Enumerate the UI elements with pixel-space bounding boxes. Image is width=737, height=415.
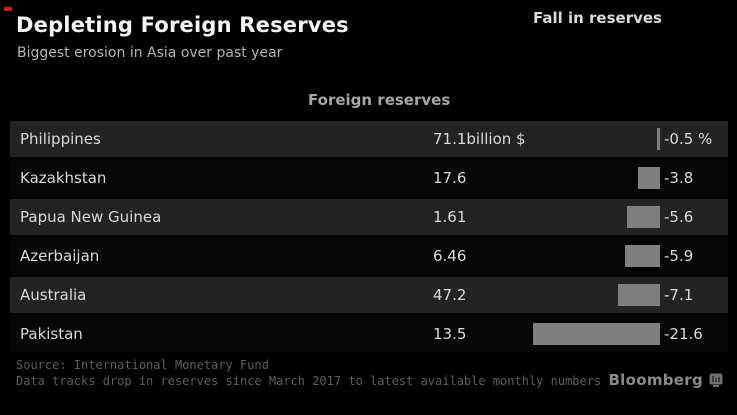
data-note: Data tracks drop in reserves since March… (16, 374, 602, 388)
chart-subtitle: Biggest erosion in Asia over past year (17, 45, 283, 61)
country-label: Papua New Guinea (20, 208, 162, 226)
fall-bar (638, 167, 660, 189)
table-row: Azerbaijan 6.46 -5.9 (10, 238, 728, 274)
fall-bar (625, 245, 660, 267)
table-row: Kazakhstan 17.6 -3.8 (10, 160, 728, 196)
table-body: Philippines 71.1billion $ -0.5 % Kazakhs… (10, 121, 728, 355)
fall-bar (533, 323, 660, 345)
fall-bar (618, 284, 660, 306)
fall-value: -5.9 (664, 247, 694, 265)
table-row: Australia 47.2 -7.1 (10, 277, 728, 313)
bloomberg-wordmark: Bloomberg (608, 371, 703, 389)
source-note: Source: International Monetary Fund (16, 358, 269, 372)
reserve-value: 71.1billion $ (433, 130, 526, 148)
reserve-value: 17.6 (433, 169, 467, 187)
bloomberg-terminal-icon (709, 373, 723, 387)
column-header-fall-in-reserves: Fall in reserves (533, 9, 662, 27)
reserve-value: 1.61 (433, 208, 467, 226)
fall-value: -5.6 (664, 208, 694, 226)
accent-red-dash (4, 7, 12, 11)
fall-value: -3.8 (664, 169, 694, 187)
reserve-value: 6.46 (433, 247, 467, 265)
table-row: Papua New Guinea 1.61 -5.6 (10, 199, 728, 235)
table-row: Philippines 71.1billion $ -0.5 % (10, 121, 728, 157)
fall-value: -21.6 (664, 325, 703, 343)
country-label: Australia (20, 286, 87, 304)
fall-bar (627, 206, 660, 228)
column-header-foreign-reserves: Foreign reserves (308, 91, 451, 109)
country-label: Kazakhstan (20, 169, 107, 187)
fall-value: -0.5 % (664, 130, 713, 148)
bloomberg-logo: Bloomberg (608, 371, 723, 389)
reserve-value: 13.5 (433, 325, 467, 343)
fall-bar (657, 128, 660, 150)
table-row: Pakistan 13.5 -21.6 (10, 316, 728, 352)
chart-title: Depleting Foreign Reserves (16, 13, 349, 37)
country-label: Pakistan (20, 325, 83, 343)
country-label: Philippines (20, 130, 101, 148)
country-label: Azerbaijan (20, 247, 100, 265)
fall-value: -7.1 (664, 286, 694, 304)
reserve-value: 47.2 (433, 286, 467, 304)
